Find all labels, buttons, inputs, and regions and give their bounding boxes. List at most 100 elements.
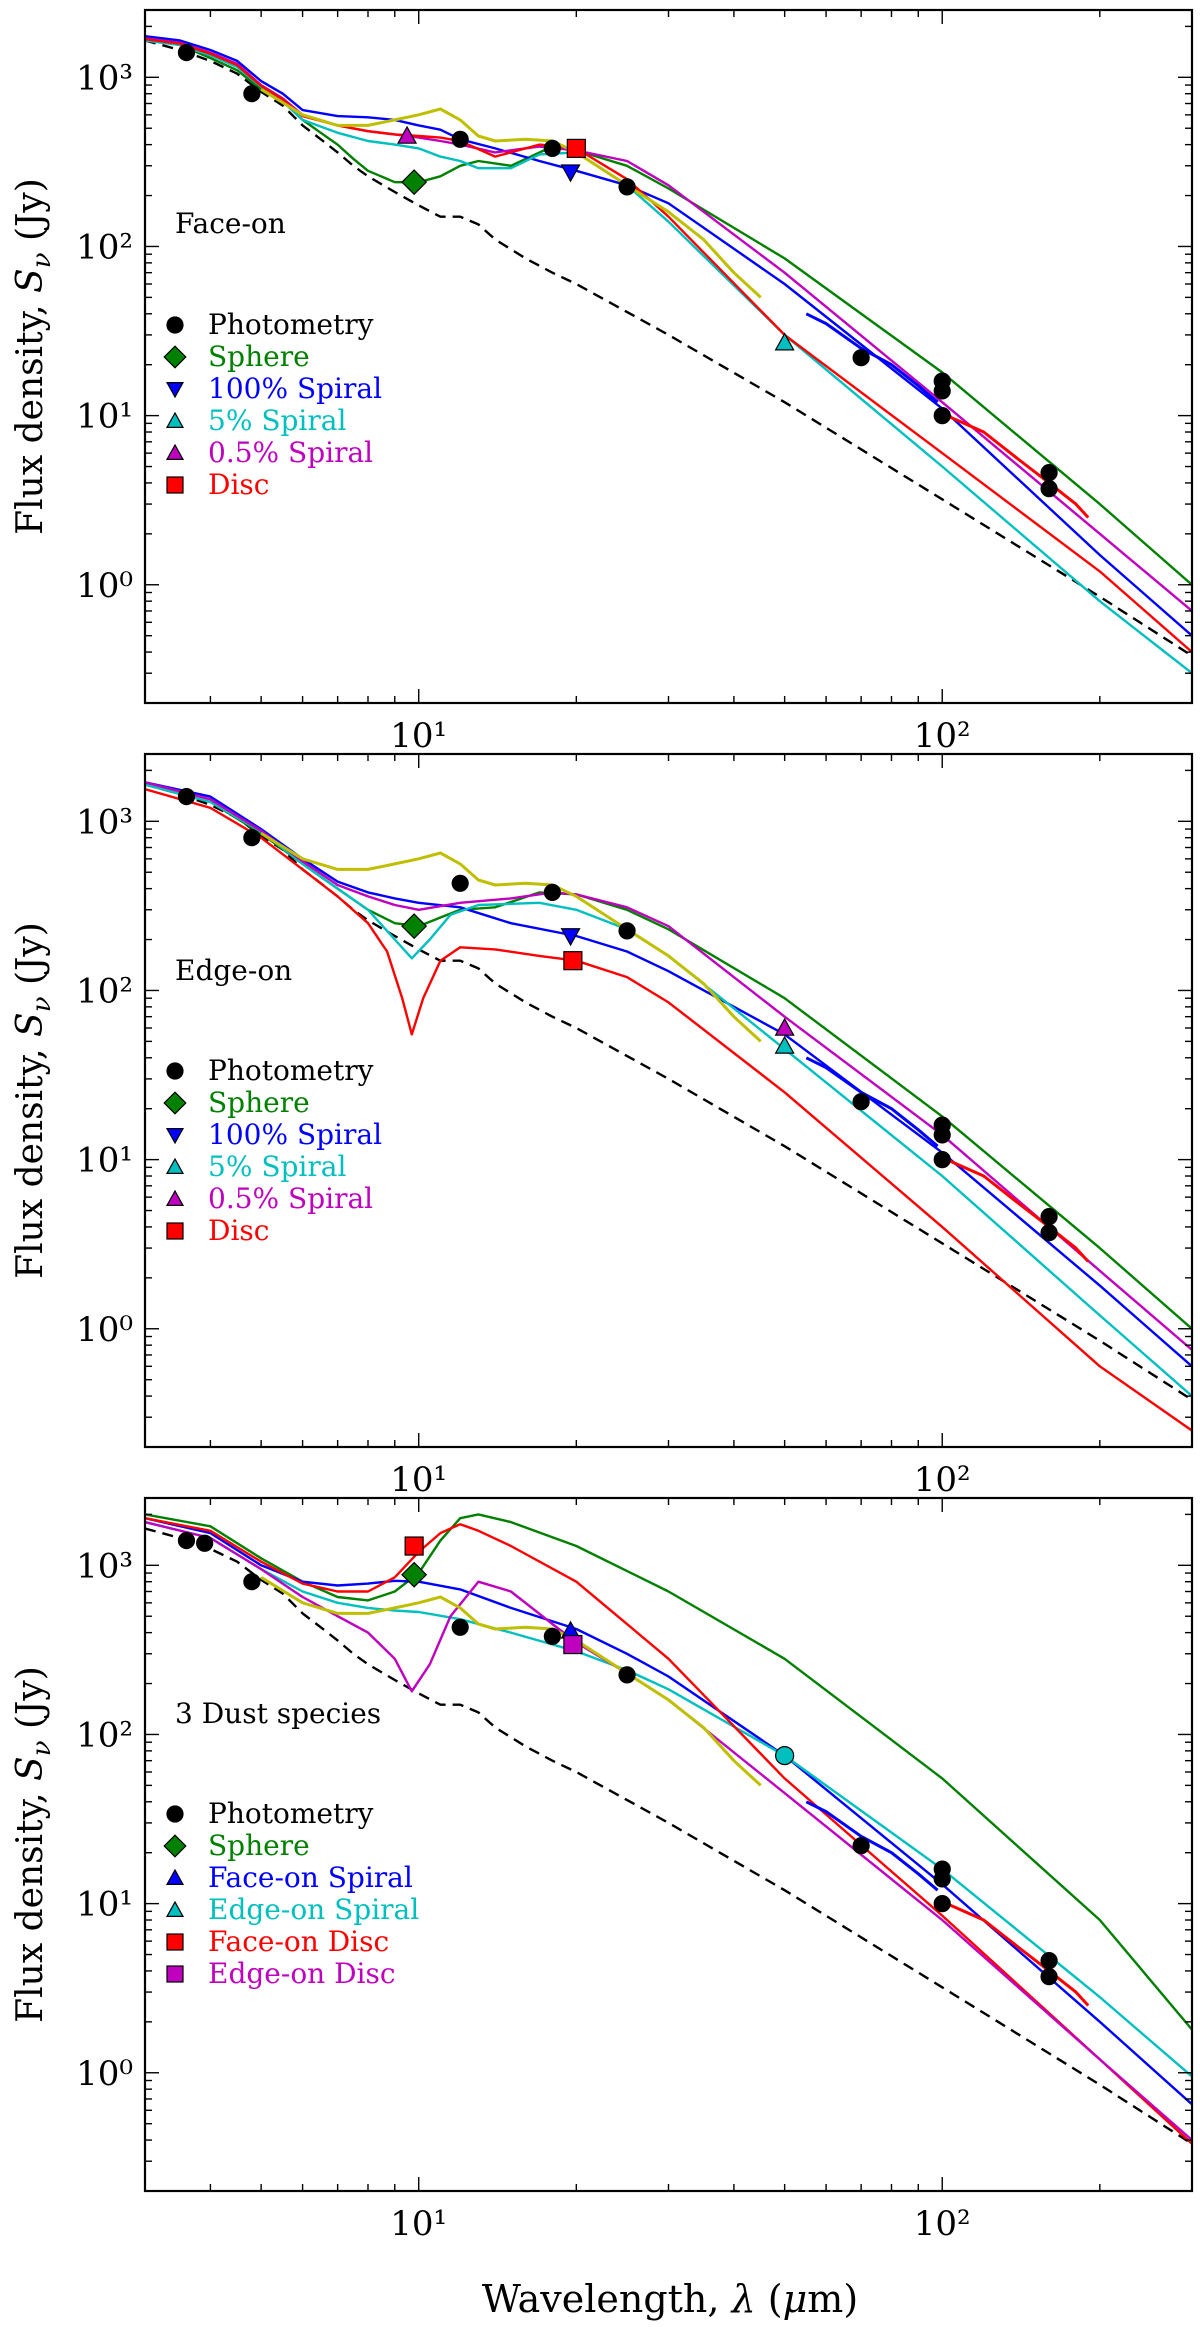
- x-axis-label: Wavelength, λ (μm): [482, 2277, 858, 2321]
- y-tick-label: 10³: [76, 58, 133, 98]
- series-line-spitzer-irs-spectrum: [260, 88, 762, 299]
- legend-entry: Sphere: [208, 1086, 310, 1119]
- legend-entry: Photometry: [208, 1797, 374, 1830]
- photometry-point: [1040, 1224, 1058, 1242]
- y-axis-label: Flux density, Sν (Jy): [10, 922, 57, 1279]
- series-marker-edge-on-disc: [563, 1634, 583, 1655]
- photometry-point: [1040, 480, 1058, 498]
- photometry-point: [618, 178, 636, 196]
- legend-marker: [165, 411, 185, 428]
- series-line-herschel-pacs-spectrum-blue-: [805, 312, 939, 404]
- series-line-100-spiral: [145, 35, 1192, 637]
- series-marker-5-spiral: [774, 1035, 795, 1054]
- panel-title: 3 Dust species: [175, 1697, 381, 1730]
- legend-marker: [165, 1900, 185, 1918]
- photometry-point: [933, 382, 951, 400]
- series-marker-disc: [566, 138, 586, 158]
- legend-entry: Face-on Disc: [208, 1925, 389, 1958]
- sed-panel-2: 10¹ 10² 10⁰ 10¹ 10² 10³ Edge-on PhotometrySpher…: [76, 752, 1194, 1500]
- series-marker-sphere: [401, 913, 428, 940]
- panel-title: Face-on: [175, 207, 286, 240]
- series-marker-100-spiral: [560, 928, 581, 947]
- series-marker-sphere: [401, 1561, 428, 1588]
- legend-marker: [166, 1222, 184, 1240]
- series-marker-0-5-spiral: [774, 1017, 795, 1036]
- legend-marker: [166, 1933, 184, 1951]
- series-line-stellar-photosphere: [145, 1527, 1192, 2145]
- axis-ticks: [144, 1498, 1193, 2192]
- photometry-point: [933, 1870, 951, 1888]
- photometry-point: [543, 1627, 561, 1645]
- photometry-point: [1040, 1952, 1058, 1970]
- series-line-edge-on-disc: [145, 1520, 1192, 2142]
- plot-area: [145, 35, 1192, 675]
- y-tick-label: 10¹: [76, 1885, 133, 1925]
- photometry-point: [852, 1837, 870, 1855]
- photometry-point: [243, 85, 261, 103]
- legend-entry: 100% Spiral: [208, 1118, 382, 1151]
- legend-entry: 5% Spiral: [208, 1150, 346, 1183]
- series-line-herschel-pacs-spectrum-blue-: [805, 1056, 939, 1148]
- photometry-point: [451, 130, 469, 148]
- photometry-point: [243, 829, 261, 847]
- photometry-point: [1040, 1968, 1058, 1986]
- series-line-herschel-pacs-spectrum-blue-: [805, 1800, 939, 1892]
- legend-marker: [165, 1157, 185, 1175]
- series-marker-disc: [563, 951, 583, 971]
- legend-entry: 0.5% Spiral: [208, 436, 373, 469]
- legend-entry: Edge-on Disc: [208, 1957, 396, 1990]
- legend-marker: [163, 1091, 187, 1115]
- series-line-stellar-photosphere: [145, 783, 1192, 1401]
- photometry-point: [196, 1534, 214, 1552]
- photometry-point: [933, 1151, 951, 1169]
- y-tick-label: 10³: [76, 1546, 133, 1586]
- series-marker-100-spiral: [560, 164, 581, 183]
- y-tick-label: 10³: [76, 802, 133, 842]
- panel-title: Edge-on: [175, 954, 292, 987]
- series-marker-5-spiral: [774, 332, 795, 351]
- legend-entry: Sphere: [208, 340, 310, 373]
- y-tick-label: 10⁰: [76, 2054, 133, 2094]
- axis-ticks: [144, 754, 1193, 1448]
- photometry-point: [177, 43, 196, 62]
- legend-marker: [166, 316, 184, 334]
- legend-entry: Disc: [208, 1214, 269, 1247]
- photometry-point: [451, 874, 469, 892]
- photometry-point: [543, 883, 561, 901]
- series-line-spitzer-irs-spectrum: [260, 832, 762, 1043]
- series-line-herschel-pacs-spectrum-red-: [946, 414, 1090, 519]
- y-axis-label: Flux density, Sν (Jy): [10, 178, 57, 535]
- series-line-face-on-disc: [145, 1517, 1192, 2145]
- legend-entry: Face-on Spiral: [208, 1861, 413, 1894]
- x-tick-label: 10¹: [390, 716, 447, 756]
- legend-marker: [166, 1965, 184, 1983]
- legend-entry: Edge-on Spiral: [208, 1893, 419, 1926]
- x-tick-label: 10²: [914, 2204, 971, 2244]
- legend-entry: 0.5% Spiral: [208, 1182, 373, 1215]
- y-tick-label: 10¹: [76, 397, 133, 437]
- y-tick-label: 10⁰: [76, 566, 133, 606]
- series-line-stellar-photosphere: [145, 39, 1192, 657]
- photometry-point: [243, 1573, 261, 1591]
- plot-area: [145, 1513, 1192, 2145]
- legend-marker: [165, 1868, 185, 1886]
- legend-entry: 100% Spiral: [208, 372, 382, 405]
- x-tick-label: 10¹: [390, 2204, 447, 2244]
- legend-marker: [166, 476, 184, 494]
- y-tick-label: 10²: [76, 971, 133, 1011]
- y-tick-label: 10¹: [76, 1141, 133, 1181]
- photometry-point: [1040, 1208, 1058, 1226]
- legend-marker: [165, 1127, 185, 1145]
- axis-ticks: [144, 10, 1193, 704]
- series-line-herschel-pacs-spectrum-red-: [946, 1902, 1090, 2007]
- photometry-point: [933, 1895, 951, 1913]
- legend-marker: [166, 1805, 184, 1823]
- legend-marker: [166, 1062, 184, 1080]
- legend-marker: [163, 345, 187, 369]
- legend-marker: [165, 382, 185, 399]
- y-tick-label: 10²: [76, 227, 133, 267]
- plot-area: [145, 781, 1192, 1432]
- series-marker-sphere: [401, 169, 428, 196]
